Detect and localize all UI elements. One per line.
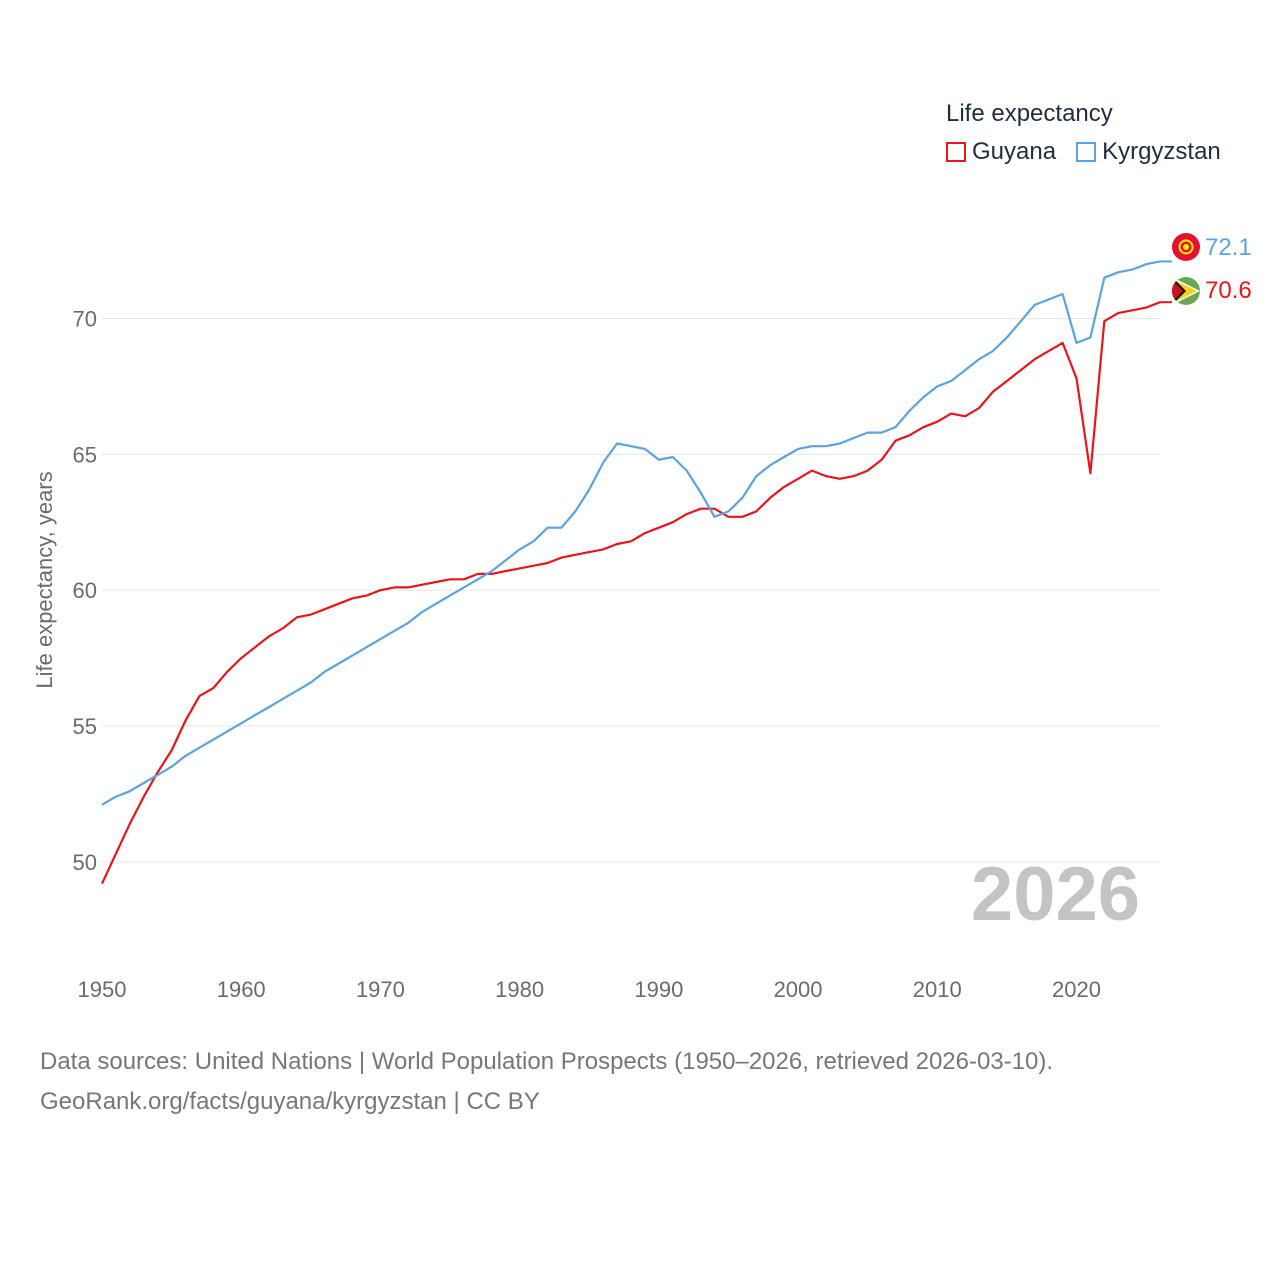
end-markers bbox=[1172, 233, 1200, 305]
y-tick-65: 65 bbox=[73, 442, 97, 467]
y-tick-labels: 50 55 60 65 70 bbox=[73, 306, 97, 874]
legend: Life expectancy Guyana Kyrgyzstan bbox=[946, 100, 1221, 166]
x-tick-2010: 2010 bbox=[913, 977, 962, 1002]
legend-swatch-kyrgyzstan bbox=[1076, 142, 1097, 162]
x-tick-labels: 1950 1960 1970 1980 1990 2000 2010 2020 bbox=[78, 977, 1101, 1002]
gridlines bbox=[102, 317, 1160, 863]
legend-label-kyrgyzstan: Kyrgyzstan bbox=[1102, 138, 1221, 165]
year-label: 2026 bbox=[971, 852, 1140, 937]
series-line-kyrgyzstan bbox=[101, 260, 1161, 806]
legend-item-guyana[interactable]: Guyana bbox=[946, 138, 1056, 166]
x-tick-2020: 2020 bbox=[1052, 977, 1101, 1002]
x-tick-1960: 1960 bbox=[217, 977, 266, 1002]
x-tick-1980: 1980 bbox=[495, 977, 544, 1002]
y-tick-55: 55 bbox=[73, 714, 97, 739]
source-link[interactable]: GeoRank.org/facts/guyana/kyrgyzstan | CC… bbox=[40, 1088, 540, 1115]
source-note: Data sources: United Nations | World Pop… bbox=[40, 1042, 1053, 1122]
kyrgyzstan-end-label: 72.1 bbox=[1205, 234, 1252, 261]
x-tick-2000: 2000 bbox=[774, 977, 823, 1002]
x-tick-1970: 1970 bbox=[356, 977, 405, 1002]
x-tick-1950: 1950 bbox=[78, 977, 127, 1002]
x-tick-1990: 1990 bbox=[634, 977, 683, 1002]
y-axis-label: Life expectancy, years bbox=[32, 471, 57, 688]
y-tick-60: 60 bbox=[73, 578, 97, 603]
legend-swatch-guyana bbox=[946, 142, 966, 162]
legend-label-guyana: Guyana bbox=[972, 138, 1057, 165]
legend-title: Life expectancy bbox=[946, 100, 1113, 127]
series-lines bbox=[101, 260, 1172, 885]
series-line-guyana bbox=[101, 301, 1161, 885]
legend-item-kyrgyzstan[interactable]: Kyrgyzstan bbox=[1076, 138, 1221, 166]
source-line: Data sources: United Nations | World Pop… bbox=[40, 1048, 1054, 1075]
y-tick-50: 50 bbox=[73, 850, 97, 875]
kyrgyzstan-flag-icon bbox=[1172, 233, 1200, 261]
guyana-flag-icon bbox=[1172, 277, 1200, 305]
guyana-end-label: 70.6 bbox=[1205, 277, 1252, 304]
y-tick-70: 70 bbox=[73, 306, 97, 331]
